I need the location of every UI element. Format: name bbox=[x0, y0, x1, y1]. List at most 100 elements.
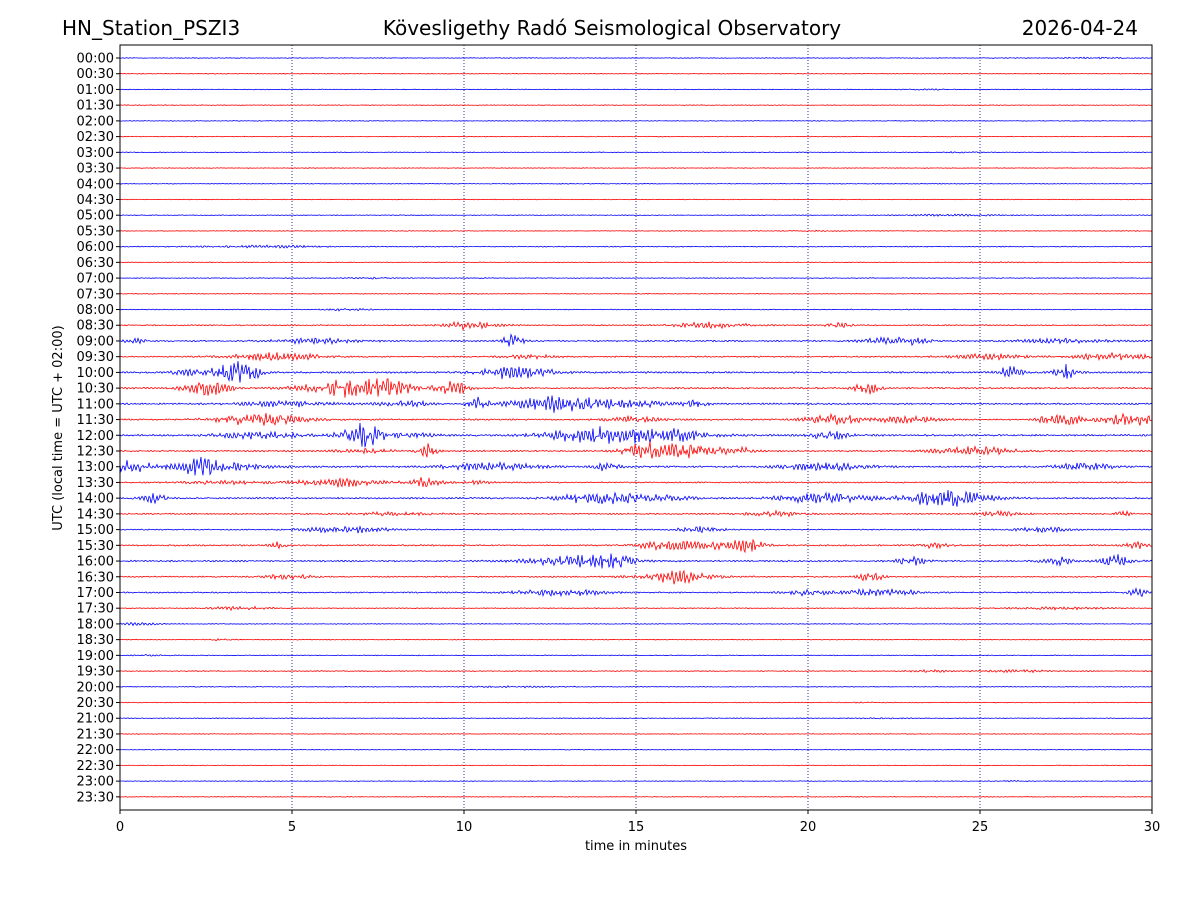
y-tick-label: 03:30 bbox=[77, 162, 114, 177]
record-date: 2026-04-24 bbox=[1022, 16, 1138, 40]
trace-row-1200 bbox=[119, 422, 1153, 448]
trace-row-0000 bbox=[119, 56, 1153, 60]
y-tick-label: 00:00 bbox=[77, 52, 114, 67]
trace-row-1400 bbox=[119, 490, 1153, 507]
trace-row-0300 bbox=[119, 150, 1153, 154]
trace-row-0400 bbox=[119, 182, 1153, 185]
y-axis-ticks: 00:0000:3001:0001:3002:0002:3003:0003:30… bbox=[77, 52, 120, 805]
y-tick-label: 20:00 bbox=[77, 680, 114, 695]
x-tick-label: 15 bbox=[628, 820, 645, 835]
y-tick-label: 04:30 bbox=[77, 193, 114, 208]
trace-row-0700 bbox=[119, 276, 1153, 280]
trace-row-0800 bbox=[119, 307, 1153, 312]
trace-row-2000 bbox=[119, 685, 1153, 689]
y-tick-label: 00:30 bbox=[77, 67, 114, 82]
plot-frame bbox=[119, 44, 1153, 811]
y-tick-label: 12:00 bbox=[77, 429, 114, 444]
trace-row-1230 bbox=[119, 441, 1153, 459]
y-tick-label: 07:00 bbox=[77, 272, 114, 287]
x-axis-label: time in minutes bbox=[585, 839, 687, 854]
y-tick-label: 12:30 bbox=[77, 445, 114, 460]
trace-row-2200 bbox=[119, 748, 1153, 751]
station-name: HN_Station_PSZI3 bbox=[62, 16, 240, 40]
x-tick-label: 0 bbox=[116, 820, 124, 835]
y-tick-label: 21:00 bbox=[77, 712, 114, 727]
trace-row-1800 bbox=[119, 621, 1153, 627]
x-tick-label: 10 bbox=[456, 820, 473, 835]
trace-row-0100 bbox=[119, 88, 1153, 91]
y-tick-label: 06:00 bbox=[77, 240, 114, 255]
y-tick-label: 11:30 bbox=[77, 413, 114, 428]
y-tick-label: 04:00 bbox=[77, 177, 114, 192]
trace-row-1730 bbox=[119, 605, 1153, 612]
trace-row-0330 bbox=[119, 167, 1153, 169]
y-tick-label: 22:00 bbox=[77, 743, 114, 758]
y-tick-label: 06:30 bbox=[77, 256, 114, 271]
trace-row-1600 bbox=[119, 553, 1153, 569]
y-tick-label: 14:00 bbox=[77, 492, 114, 507]
x-tick-label: 25 bbox=[972, 820, 989, 835]
trace-row-1500 bbox=[119, 525, 1153, 534]
trace-row-2330 bbox=[119, 796, 1153, 798]
y-tick-label: 13:00 bbox=[77, 460, 114, 475]
trace-row-0930 bbox=[119, 351, 1153, 362]
trace-row-1630 bbox=[119, 569, 1153, 585]
y-tick-label: 09:00 bbox=[77, 334, 114, 349]
y-tick-label: 11:00 bbox=[77, 397, 114, 412]
trace-row-2300 bbox=[119, 779, 1153, 783]
y-axis-label: UTC (local time = UTC + 02:00) bbox=[51, 325, 66, 530]
y-tick-label: 01:00 bbox=[77, 83, 114, 98]
trace-row-0130 bbox=[119, 104, 1153, 106]
y-tick-label: 15:30 bbox=[77, 539, 114, 554]
trace-row-1830 bbox=[119, 638, 1153, 642]
trace-row-2130 bbox=[119, 733, 1153, 735]
y-tick-label: 17:00 bbox=[77, 586, 114, 601]
y-tick-label: 13:30 bbox=[77, 476, 114, 491]
trace-row-1900 bbox=[119, 654, 1153, 657]
trace-row-0500 bbox=[119, 213, 1153, 217]
trace-row-0830 bbox=[119, 320, 1153, 331]
y-tick-label: 10:00 bbox=[77, 366, 114, 381]
trace-row-1000 bbox=[119, 361, 1153, 383]
trace-row-2030 bbox=[119, 701, 1153, 704]
y-tick-label: 23:30 bbox=[77, 790, 114, 805]
trace-row-2230 bbox=[119, 764, 1153, 767]
seismic-traces bbox=[119, 56, 1153, 798]
trace-row-0530 bbox=[119, 229, 1153, 232]
trace-row-0030 bbox=[119, 72, 1153, 75]
trace-row-1700 bbox=[119, 587, 1153, 598]
x-tick-label: 30 bbox=[1144, 820, 1161, 835]
x-axis-ticks: 0 5 10 15 20 25 30 bbox=[116, 810, 1160, 835]
trace-row-0230 bbox=[119, 135, 1153, 138]
y-tick-label: 08:00 bbox=[77, 303, 114, 318]
y-tick-label: 03:00 bbox=[77, 146, 114, 161]
y-tick-label: 21:30 bbox=[77, 727, 114, 742]
y-tick-label: 20:30 bbox=[77, 696, 114, 711]
trace-row-0900 bbox=[119, 333, 1153, 347]
x-tick-label: 20 bbox=[800, 820, 817, 835]
trace-row-2100 bbox=[120, 717, 1153, 720]
trace-row-0200 bbox=[119, 120, 1153, 122]
trace-row-0600 bbox=[119, 244, 1153, 249]
observatory-title: Kövesligethy Radó Seismological Observat… bbox=[383, 16, 841, 40]
trace-row-1030 bbox=[119, 378, 1153, 398]
trace-row-1130 bbox=[119, 412, 1153, 426]
y-tick-label: 23:00 bbox=[77, 775, 114, 790]
trace-row-1100 bbox=[119, 395, 1153, 413]
y-tick-label: 14:30 bbox=[77, 507, 114, 522]
trace-row-1930 bbox=[119, 668, 1153, 674]
y-tick-label: 02:00 bbox=[77, 114, 114, 129]
x-tick-label: 5 bbox=[288, 820, 296, 835]
y-tick-label: 05:30 bbox=[77, 224, 114, 239]
trace-row-0430 bbox=[119, 198, 1153, 201]
trace-row-1430 bbox=[119, 509, 1153, 518]
trace-row-1330 bbox=[119, 476, 1153, 488]
y-tick-label: 16:00 bbox=[77, 555, 114, 570]
trace-row-1300 bbox=[119, 456, 1153, 476]
y-tick-label: 22:30 bbox=[77, 759, 114, 774]
y-tick-label: 09:30 bbox=[77, 350, 114, 365]
y-tick-label: 18:00 bbox=[77, 617, 114, 632]
trace-row-1530 bbox=[119, 538, 1153, 554]
y-tick-label: 10:30 bbox=[77, 382, 114, 397]
